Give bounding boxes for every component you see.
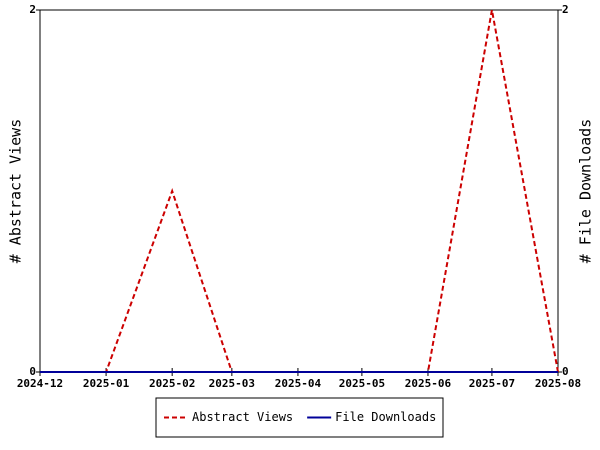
legend-label: File Downloads xyxy=(335,410,436,424)
x-tick-label: 2025-06 xyxy=(405,377,452,390)
y-tick-label: 2 xyxy=(29,3,36,16)
series-line xyxy=(40,9,559,373)
x-tick-label: 2024-12 xyxy=(17,377,63,390)
x-tick-label: 2025-05 xyxy=(339,377,385,390)
y2-axis-title: # File Downloads xyxy=(577,119,595,264)
y2-tick-label: 0 xyxy=(562,365,569,378)
x-tick-label: 2025-03 xyxy=(209,377,255,390)
x-tick-label: 2025-07 xyxy=(469,377,515,390)
x-tick-label: 2025-08 xyxy=(535,377,581,390)
plot-frame xyxy=(39,9,559,373)
x-tick-label: 2025-02 xyxy=(149,377,195,390)
legend-box xyxy=(155,397,444,438)
y-axis-title: # Abstract Views xyxy=(7,119,25,264)
legend-label: Abstract Views xyxy=(192,410,293,424)
x-tick-label: 2025-04 xyxy=(275,377,322,390)
y2-tick-label: 2 xyxy=(562,3,569,16)
y-tick-label: 0 xyxy=(29,365,36,378)
x-tick-label: 2025-01 xyxy=(83,377,130,390)
